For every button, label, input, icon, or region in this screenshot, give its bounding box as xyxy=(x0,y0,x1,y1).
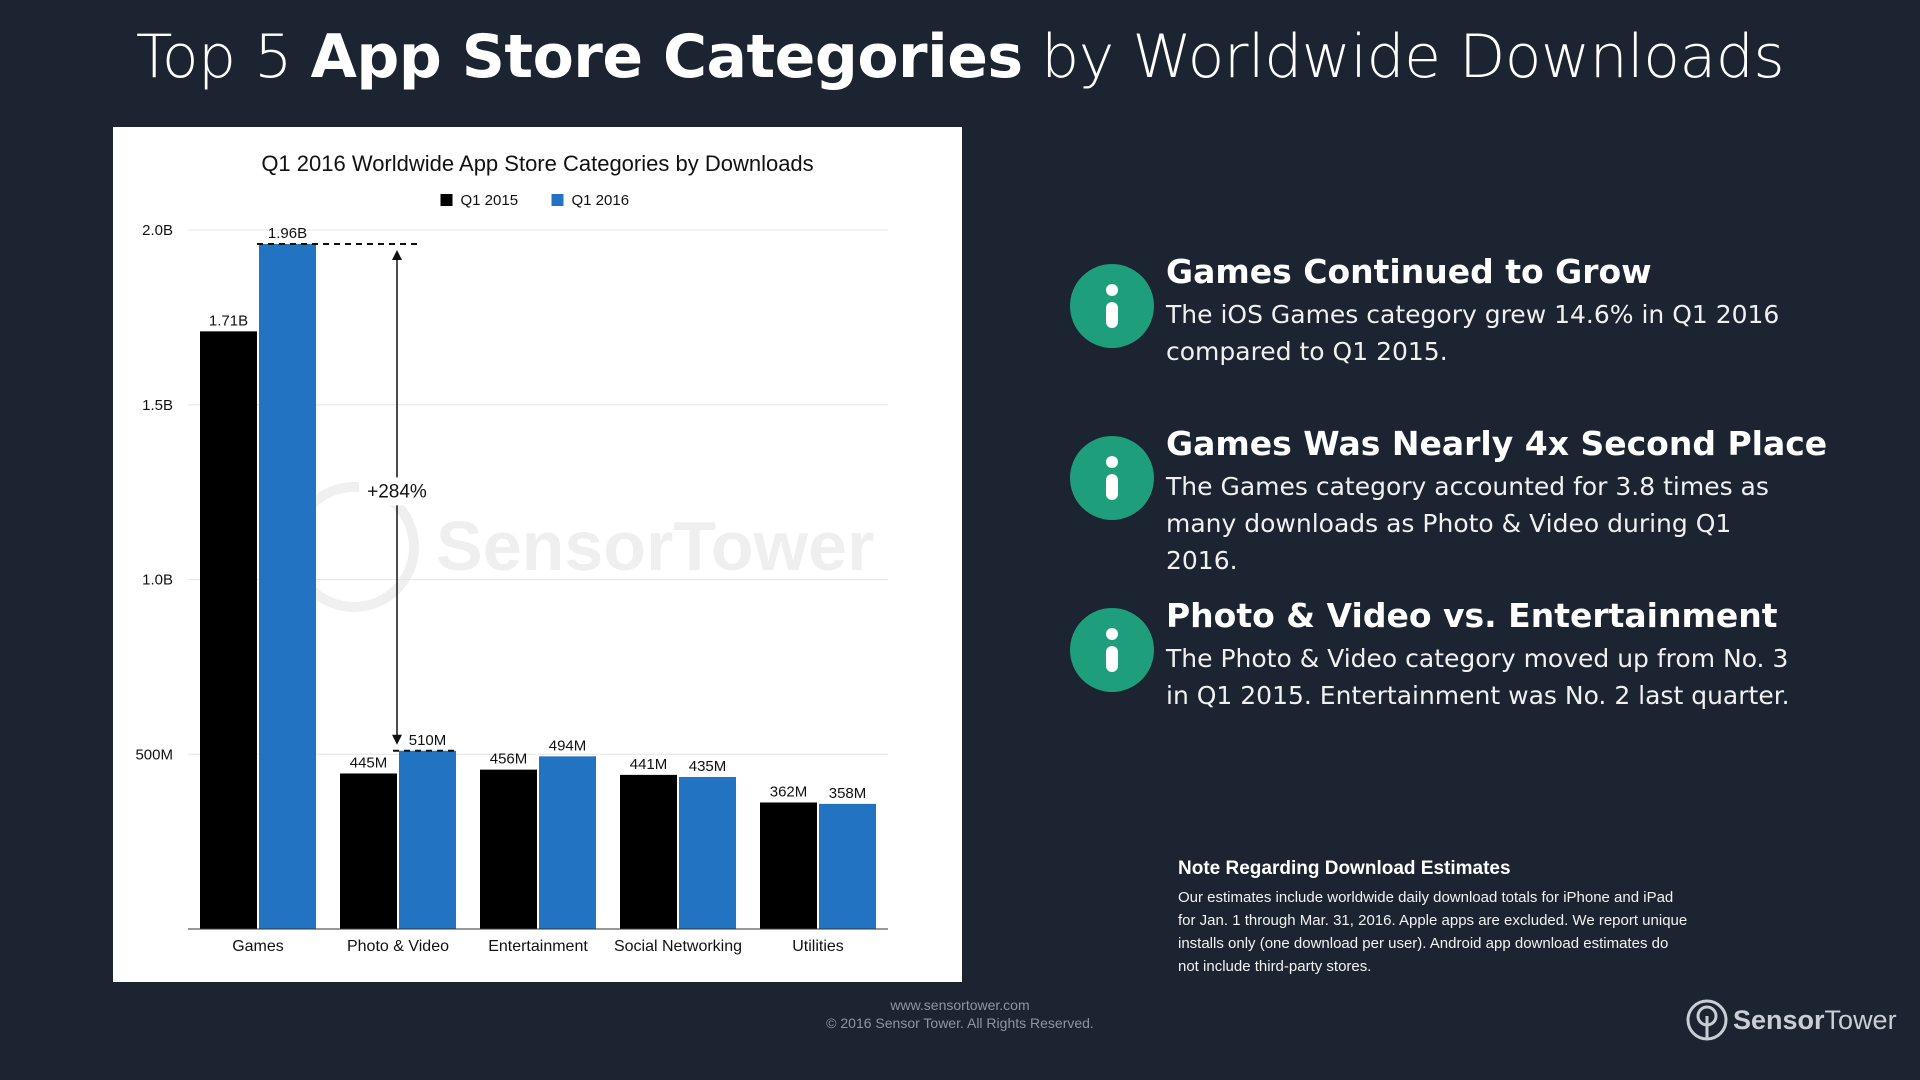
insight-text: The Games category accounted for 3.8 tim… xyxy=(1166,472,1769,575)
sensortower-logo: SensorTower xyxy=(1685,997,1897,1043)
bar-q1-2015 xyxy=(760,802,817,929)
bar-q1-2016 xyxy=(259,243,316,930)
data-label: 362M xyxy=(770,783,808,800)
x-tick-label: Games xyxy=(232,938,284,955)
data-label: 445M xyxy=(350,754,388,771)
legend-label: Q1 2016 xyxy=(572,192,630,209)
data-label: 1.96B xyxy=(268,225,307,242)
sensortower-watermark: SensorTower xyxy=(289,482,874,612)
insight-title: Photo & Video vs. Entertainment xyxy=(1166,596,1778,635)
insight-text: The iOS Games category grew 14.6% in Q1 … xyxy=(1166,300,1780,366)
footer-copyright: © 2016 Sensor Tower. All Rights Reserved… xyxy=(826,1015,1094,1031)
note-text: Our estimates include worldwide daily do… xyxy=(1178,889,1688,975)
footer-url[interactable]: www.sensortower.com xyxy=(890,997,1030,1013)
bar-q1-2015 xyxy=(480,769,537,929)
bar-q1-2016 xyxy=(399,750,456,929)
insight-text: The Photo & Video category moved up from… xyxy=(1166,644,1790,710)
annotation-arrowhead-up xyxy=(392,249,402,260)
data-label: 494M xyxy=(549,737,587,754)
bar-q1-2016 xyxy=(819,803,876,929)
legend-swatch-q1-2015 xyxy=(440,194,453,206)
insight-item: Games Was Nearly 4x Second Place The Gam… xyxy=(1070,420,1890,592)
bar-q1-2015 xyxy=(620,774,677,929)
x-tick-label: Entertainment xyxy=(488,938,588,955)
info-icon xyxy=(1070,608,1154,692)
bar-q1-2016 xyxy=(539,756,596,929)
annotation-arrowhead-down xyxy=(392,734,402,745)
y-tick-label: 2.0B xyxy=(142,222,173,239)
legend-swatch-q1-2016 xyxy=(551,194,564,206)
data-label: 358M xyxy=(829,785,867,802)
chart-title: Q1 2016 Worldwide App Store Categories b… xyxy=(261,151,813,176)
y-tick-label: 1.5B xyxy=(142,397,173,414)
insights-panel: Games Continued to Grow The iOS Games ca… xyxy=(1070,248,1890,764)
annotation-label-bg xyxy=(359,477,435,506)
y-tick-label: 500M xyxy=(135,746,173,763)
info-icon xyxy=(1070,436,1154,520)
download-estimates-note: Note Regarding Download Estimates Our es… xyxy=(1178,858,1688,978)
data-label: 1.71B xyxy=(209,312,248,329)
watermark-text: SensorTower xyxy=(436,507,874,585)
brand-name: SensorTower xyxy=(1733,1004,1897,1035)
x-tick-label: Photo & Video xyxy=(347,938,449,955)
annotation-label: +284% xyxy=(367,481,427,502)
bar-q1-2016 xyxy=(679,776,736,929)
info-icon xyxy=(1070,264,1154,348)
data-label: 510M xyxy=(409,732,447,749)
insight-item: Photo & Video vs. Entertainment The Phot… xyxy=(1070,592,1890,764)
sensortower-logo-icon xyxy=(1686,999,1728,1041)
page-title: Top 5 App Store Categories by Worldwide … xyxy=(135,22,1785,92)
legend-label: Q1 2015 xyxy=(461,192,519,209)
x-tick-label: Utilities xyxy=(792,938,844,955)
y-tick-label: 1.0B xyxy=(142,572,173,589)
data-label: 441M xyxy=(630,756,668,773)
insight-item: Games Continued to Grow The iOS Games ca… xyxy=(1070,248,1890,420)
chart-card: SensorTower Q1 2016 Worldwide App Store C… xyxy=(113,127,962,982)
data-label: 435M xyxy=(689,758,727,775)
x-tick-label: Social Networking xyxy=(614,938,742,955)
downloads-bar-chart: SensorTower Q1 2016 Worldwide App Store C… xyxy=(135,151,888,955)
note-title: Note Regarding Download Estimates xyxy=(1178,858,1511,879)
bar-q1-2015 xyxy=(200,331,257,929)
data-label: 456M xyxy=(490,751,528,768)
bar-q1-2015 xyxy=(340,773,397,929)
insight-title: Games Continued to Grow xyxy=(1166,252,1652,291)
insight-title: Games Was Nearly 4x Second Place xyxy=(1166,424,1828,463)
